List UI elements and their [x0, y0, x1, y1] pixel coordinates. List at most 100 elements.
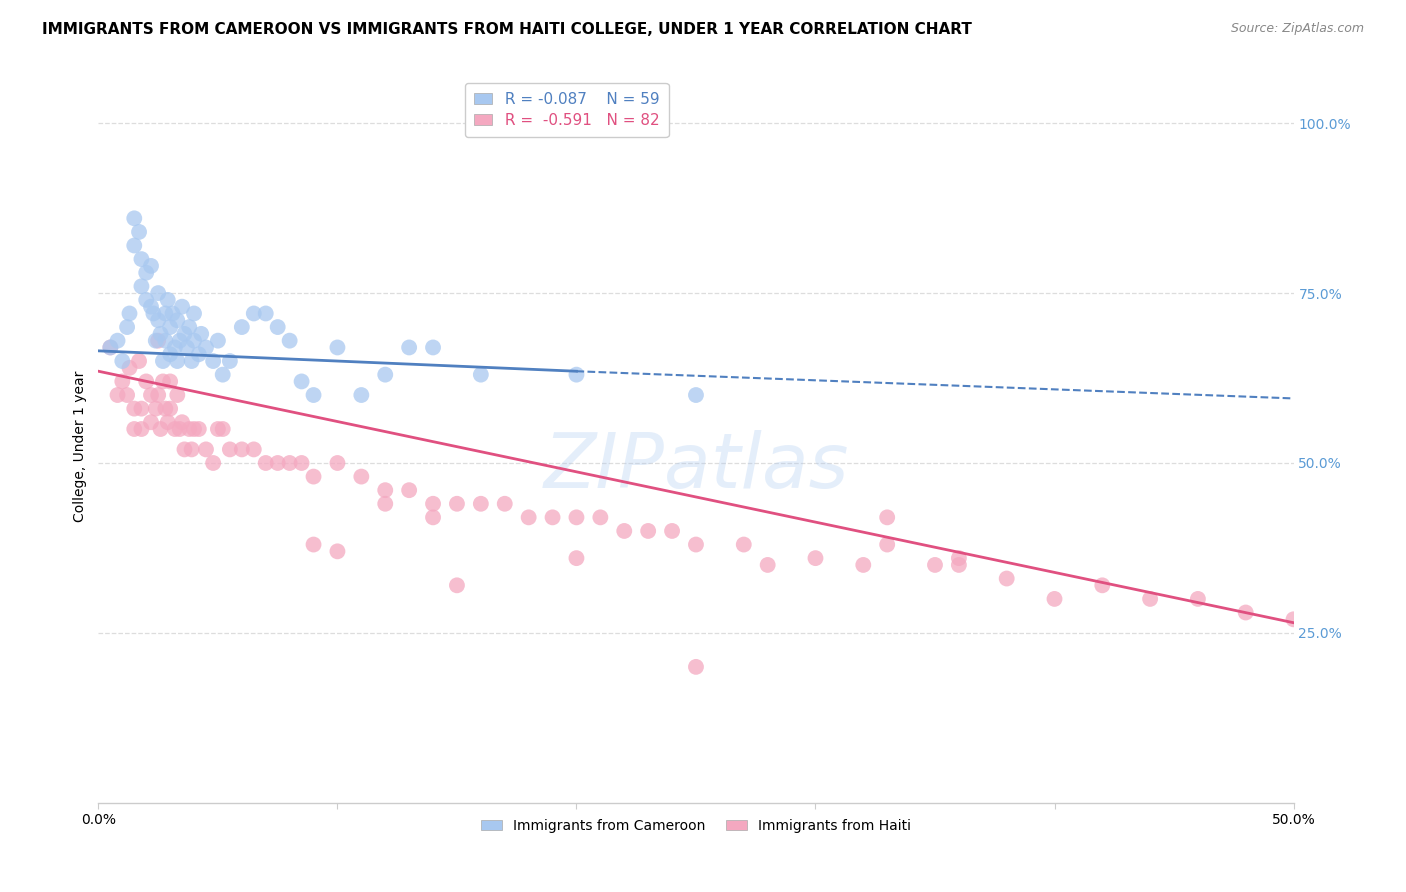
Point [1234, 606, 1257, 620]
Point [398, 341, 420, 355]
Point [278, 334, 301, 348]
Point [326, 456, 349, 470]
Point [156, 293, 179, 307]
Point [135, 375, 157, 389]
Point [756, 558, 779, 572]
Point [291, 456, 314, 470]
Point [948, 551, 970, 566]
Point [187, 422, 209, 436]
Point [422, 341, 444, 355]
Point [422, 497, 444, 511]
Point [202, 456, 225, 470]
Point [948, 558, 970, 572]
Point [115, 388, 138, 402]
Point [148, 286, 170, 301]
Point [179, 422, 201, 436]
Point [302, 537, 325, 551]
Point [166, 313, 188, 327]
Point [541, 510, 564, 524]
Point [1043, 591, 1066, 606]
Point [128, 225, 150, 239]
Point [115, 320, 138, 334]
Point [924, 558, 946, 572]
Point [243, 306, 266, 320]
Point [195, 341, 218, 355]
Point [1282, 612, 1305, 626]
Point [152, 375, 174, 389]
Point [180, 442, 202, 457]
Point [148, 313, 170, 327]
Point [565, 368, 588, 382]
Text: Source: ZipAtlas.com: Source: ZipAtlas.com [1230, 22, 1364, 36]
Point [159, 320, 181, 334]
Point [135, 293, 157, 307]
Point [243, 442, 266, 457]
Text: ZIPatlas: ZIPatlas [543, 431, 849, 504]
Point [374, 483, 396, 498]
Point [446, 497, 468, 511]
Point [131, 422, 153, 436]
Point [145, 401, 167, 416]
Point [219, 354, 242, 368]
Point [326, 544, 349, 558]
Point [107, 388, 129, 402]
Point [139, 388, 162, 402]
Point [131, 252, 153, 266]
Point [149, 326, 172, 341]
Point [156, 415, 179, 429]
Point [733, 537, 755, 551]
Point [685, 537, 707, 551]
Point [183, 306, 205, 320]
Point [145, 334, 167, 348]
Point [131, 279, 153, 293]
Point [148, 388, 170, 402]
Point [207, 422, 229, 436]
Point [470, 497, 492, 511]
Point [398, 483, 420, 498]
Point [470, 368, 492, 382]
Point [166, 354, 188, 368]
Point [374, 497, 396, 511]
Point [589, 510, 612, 524]
Point [149, 422, 172, 436]
Point [195, 442, 218, 457]
Point [124, 211, 146, 226]
Point [852, 558, 875, 572]
Point [124, 401, 146, 416]
Point [187, 347, 209, 361]
Point [685, 660, 707, 674]
Point [159, 347, 181, 361]
Point [1187, 591, 1209, 606]
Point [98, 341, 122, 355]
Point [685, 388, 707, 402]
Point [517, 510, 540, 524]
Point [128, 354, 150, 368]
Point [124, 238, 146, 252]
Point [159, 401, 181, 416]
Point [211, 422, 233, 436]
Point [155, 334, 177, 348]
Point [118, 360, 141, 375]
Point [302, 388, 325, 402]
Point [254, 456, 277, 470]
Point [180, 354, 202, 368]
Y-axis label: College, Under 1 year: College, Under 1 year [73, 370, 87, 522]
Point [446, 578, 468, 592]
Point [374, 368, 396, 382]
Point [326, 341, 349, 355]
Point [139, 300, 162, 314]
Point [267, 320, 290, 334]
Point [111, 354, 134, 368]
Point [1091, 578, 1114, 592]
Point [231, 442, 253, 457]
Point [111, 375, 134, 389]
Point [173, 442, 195, 457]
Point [169, 422, 191, 436]
Point [173, 326, 195, 341]
Point [494, 497, 516, 511]
Point [995, 572, 1018, 586]
Point [254, 306, 277, 320]
Point [135, 266, 157, 280]
Point [613, 524, 636, 538]
Point [267, 456, 290, 470]
